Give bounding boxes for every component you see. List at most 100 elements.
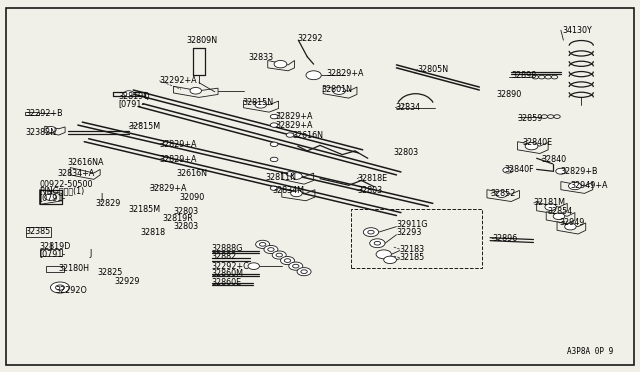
- Text: 32888G: 32888G: [212, 244, 243, 253]
- Circle shape: [545, 75, 551, 79]
- Text: [0791-: [0791-: [40, 193, 66, 202]
- Text: 32183: 32183: [399, 245, 425, 254]
- Text: 32829+A: 32829+A: [150, 184, 188, 193]
- Text: 32801N: 32801N: [321, 85, 352, 94]
- Circle shape: [291, 173, 302, 179]
- Polygon shape: [282, 172, 314, 184]
- Text: 32882: 32882: [212, 252, 237, 262]
- Text: 32815N: 32815N: [243, 98, 273, 107]
- Text: 32616NA: 32616NA: [67, 157, 104, 167]
- Text: 32911G: 32911G: [396, 219, 428, 228]
- Circle shape: [545, 204, 556, 211]
- Text: 32818E: 32818E: [357, 174, 387, 183]
- Bar: [351, 209, 483, 268]
- Circle shape: [270, 186, 278, 190]
- Text: 32834+A: 32834+A: [58, 169, 95, 178]
- Text: 32815M: 32815M: [129, 122, 161, 131]
- Circle shape: [46, 126, 56, 132]
- Text: 32090: 32090: [180, 193, 205, 202]
- Circle shape: [270, 123, 278, 127]
- Polygon shape: [40, 190, 62, 205]
- Polygon shape: [45, 126, 65, 135]
- Circle shape: [291, 190, 302, 197]
- Text: 32834M: 32834M: [272, 186, 304, 195]
- Polygon shape: [557, 222, 586, 234]
- Circle shape: [270, 114, 278, 119]
- Circle shape: [568, 182, 581, 190]
- Circle shape: [532, 75, 539, 79]
- Circle shape: [297, 267, 311, 276]
- Polygon shape: [323, 86, 357, 98]
- Text: 32180H: 32180H: [59, 264, 90, 273]
- Text: 32292: 32292: [298, 34, 323, 43]
- Bar: [46, 266, 64, 272]
- Text: 32834: 32834: [395, 103, 420, 112]
- Text: 32805N: 32805N: [417, 65, 449, 74]
- Text: 32185M: 32185M: [129, 205, 161, 214]
- Polygon shape: [518, 142, 548, 154]
- Text: 32890: 32890: [497, 90, 522, 99]
- Polygon shape: [70, 167, 100, 179]
- Polygon shape: [268, 61, 294, 71]
- Circle shape: [539, 75, 545, 79]
- Circle shape: [289, 262, 303, 270]
- Text: 32616N: 32616N: [292, 131, 323, 140]
- Circle shape: [384, 256, 396, 263]
- Text: 32803: 32803: [357, 186, 382, 195]
- Text: 32898: 32898: [511, 71, 536, 80]
- Circle shape: [272, 251, 286, 259]
- Text: 32292+C: 32292+C: [212, 262, 250, 271]
- Polygon shape: [173, 86, 218, 97]
- Text: 32818: 32818: [140, 228, 165, 237]
- Circle shape: [553, 213, 564, 219]
- Text: 32860M: 32860M: [212, 269, 244, 278]
- Polygon shape: [561, 182, 593, 193]
- Polygon shape: [282, 189, 315, 201]
- Text: 32382N: 32382N: [26, 128, 57, 137]
- Text: 32803: 32803: [173, 222, 198, 231]
- Circle shape: [556, 168, 566, 174]
- Circle shape: [190, 87, 202, 94]
- Text: 32949: 32949: [559, 218, 584, 227]
- Polygon shape: [244, 100, 278, 112]
- Text: 32181M: 32181M: [534, 199, 566, 208]
- Text: 32896: 32896: [492, 234, 517, 243]
- Text: 32185: 32185: [399, 253, 425, 262]
- Circle shape: [274, 61, 287, 68]
- Text: 32293: 32293: [396, 228, 422, 237]
- Text: 32385: 32385: [26, 227, 51, 236]
- Text: [0791-: [0791-: [40, 249, 66, 258]
- Circle shape: [56, 285, 65, 290]
- Text: 32929: 32929: [115, 278, 140, 286]
- Circle shape: [370, 239, 385, 248]
- Bar: [26, 227, 51, 237]
- Circle shape: [496, 191, 508, 198]
- Circle shape: [280, 257, 294, 264]
- Circle shape: [248, 263, 259, 269]
- Polygon shape: [537, 203, 567, 214]
- Circle shape: [547, 115, 554, 118]
- Circle shape: [45, 194, 56, 201]
- Circle shape: [284, 259, 291, 262]
- Text: 32829+A: 32829+A: [159, 155, 197, 164]
- Text: 32840: 32840: [541, 154, 567, 164]
- Circle shape: [368, 230, 374, 234]
- Circle shape: [270, 157, 278, 161]
- Circle shape: [554, 115, 560, 118]
- Text: 32819R: 32819R: [163, 214, 193, 222]
- Text: 32833: 32833: [248, 53, 274, 62]
- Text: 32803: 32803: [173, 206, 198, 216]
- Text: 32860E: 32860E: [212, 278, 242, 287]
- Text: 32825: 32825: [97, 268, 122, 277]
- Polygon shape: [487, 190, 520, 202]
- Circle shape: [541, 115, 547, 118]
- Circle shape: [376, 250, 392, 259]
- Text: 32840F: 32840F: [505, 165, 534, 174]
- Text: 32829+A: 32829+A: [326, 69, 364, 78]
- Circle shape: [268, 248, 274, 251]
- Text: 32852: 32852: [491, 189, 516, 198]
- Text: 32819D: 32819D: [40, 242, 71, 251]
- Circle shape: [306, 71, 321, 80]
- Circle shape: [124, 91, 134, 97]
- Text: 00922-50500: 00922-50500: [40, 180, 93, 189]
